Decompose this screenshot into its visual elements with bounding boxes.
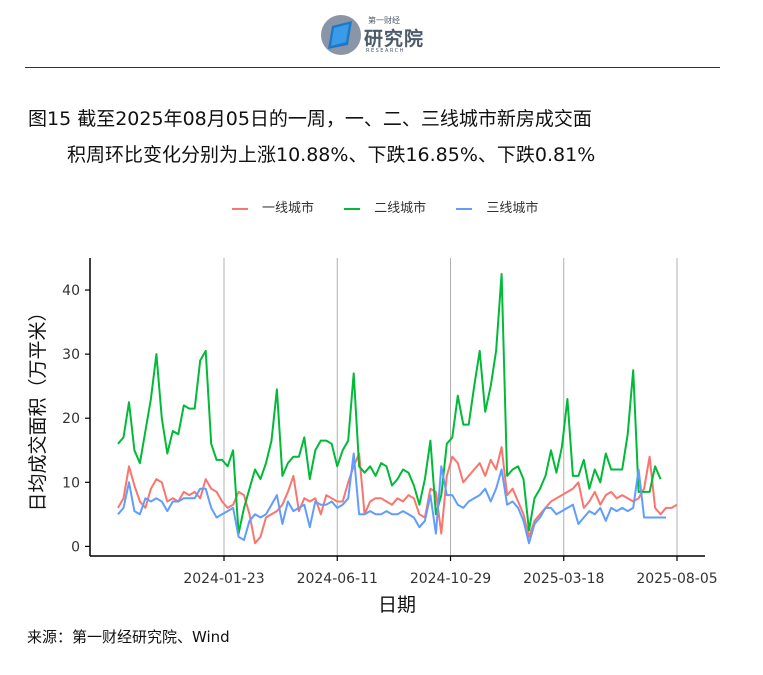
legend-swatch-tier1 (232, 207, 248, 210)
source-note: 来源：第一财经研究院、Wind (27, 628, 230, 646)
series-line-1 (117, 446, 678, 545)
logo-sub-text: RESEARCH (366, 48, 405, 54)
legend-swatch-tier3 (456, 207, 473, 210)
legend-swatch-tier2 (344, 207, 361, 210)
y-axis-ticks: 0 10 20 30 40 (62, 283, 90, 555)
chart-title-line-1: 图15 截至2025年08月05日的一周，一、二、三线城市新房成交面 (28, 108, 592, 130)
x-tick-label: 2024-06-11 (297, 571, 378, 587)
y-tick-label: 0 (71, 539, 80, 555)
y-axis-label: 日均成交面积（万平米） (27, 302, 49, 511)
x-tick-label: 2024-10-29 (410, 571, 491, 587)
logo-top-text: 第一财经 (368, 16, 400, 25)
series-lines (117, 273, 678, 545)
y-tick-label: 40 (62, 283, 80, 299)
legend-label-tier3: 三线城市 (486, 201, 539, 216)
legend-item-tier2: 二线城市 (344, 197, 426, 216)
y-tick-label: 20 (62, 411, 80, 427)
series-line-2 (117, 273, 662, 535)
legend-item-tier3: 三线城市 (456, 197, 538, 216)
y-tick-label: 10 (62, 475, 80, 491)
x-gridlines (223, 258, 678, 556)
x-tick-label: 2025-08-05 (636, 571, 717, 587)
logo-main-text: 研究院 (364, 28, 425, 50)
legend-label-tier1: 一线城市 (262, 201, 315, 216)
logo: 第一财经 研究院 RESEARCH (318, 10, 448, 60)
legend-item-tier1: 一线城市 (232, 197, 314, 216)
x-tick-label: 2024-01-23 (183, 571, 264, 587)
series-line-3 (117, 452, 666, 545)
x-tick-label: 2025-03-18 (523, 571, 604, 587)
y-tick-label: 30 (62, 347, 80, 363)
header-divider (25, 67, 720, 68)
line-chart: 0 10 20 30 40 2024-01-23 2024-06-11 2024-10-29… (27, 258, 718, 616)
logo-emblem-icon (321, 15, 361, 55)
x-axis-ticks: 2024-01-23 2024-06-11 2024-10-29 2025-03-18… (183, 556, 718, 587)
chart-title-line-2: 积周环比变化分别为上涨10.88%、下跌16.85%、下跌0.81% (67, 144, 596, 166)
legend-label-tier2: 二线城市 (374, 201, 427, 216)
x-axis-label: 日期 (378, 594, 416, 616)
chart-legend: 一线城市 二线城市 三线城市 (232, 197, 564, 216)
